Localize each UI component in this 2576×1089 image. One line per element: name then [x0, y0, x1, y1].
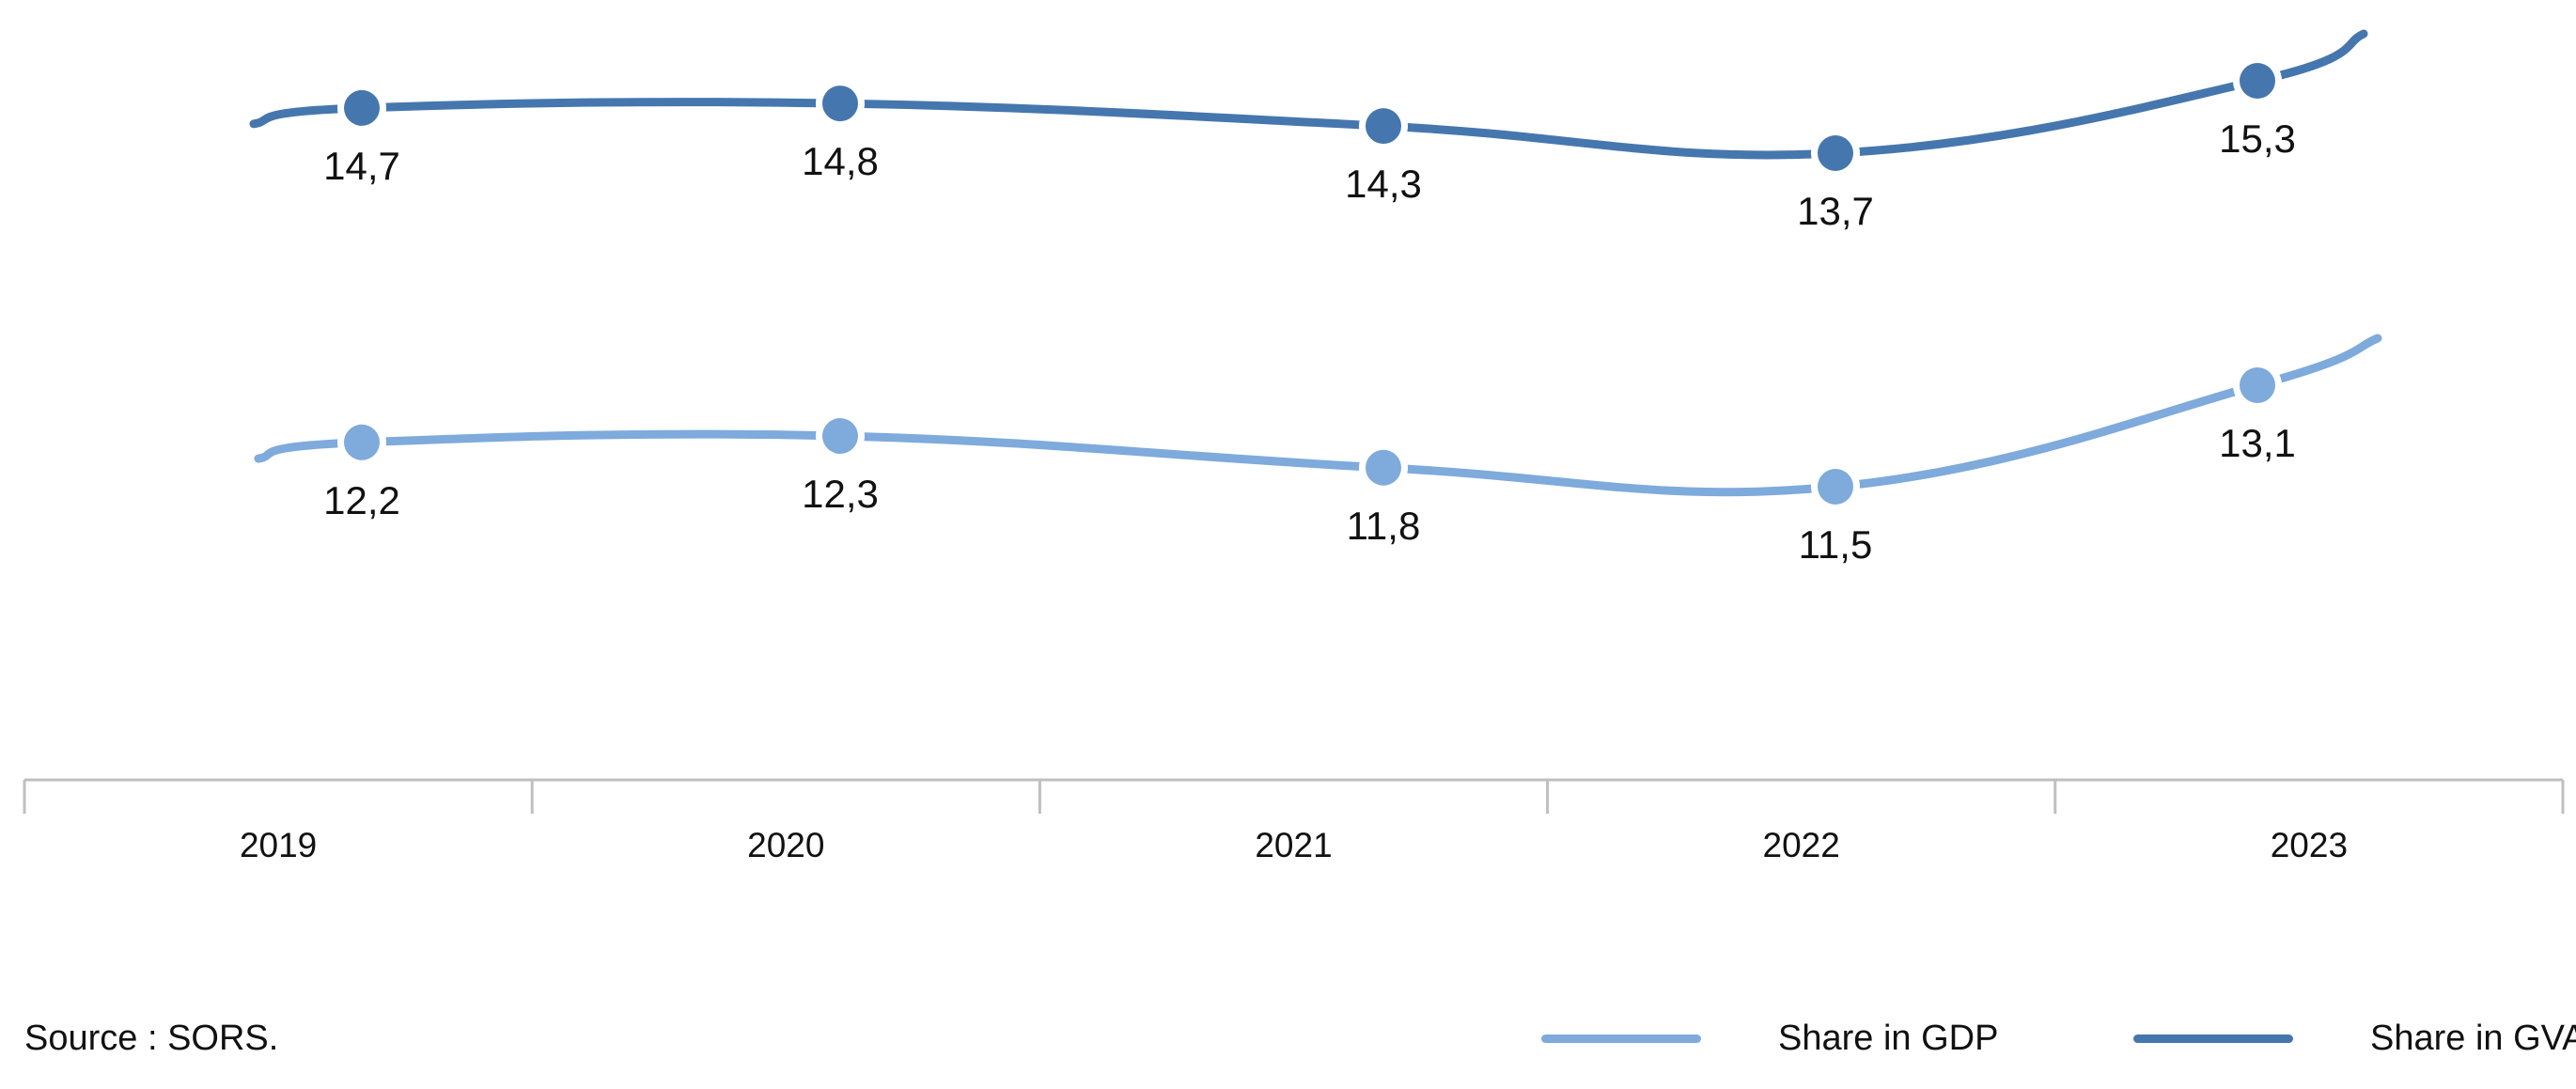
data-label-gdp-2022: 11,5 — [1799, 522, 1873, 567]
x-tick-label-2021: 2021 — [1255, 826, 1332, 864]
data-label-gva-2023: 15,3 — [2219, 117, 2296, 161]
data-point-gdp-2019 — [344, 424, 380, 460]
data-point-gva-2020 — [822, 86, 858, 122]
series-layer: 12,2 12,3 11,8 11,5 13,1 14,7 14,8 14,3 13,7 15,3 — [249, 29, 2382, 567]
legend-swatch-gva — [2133, 1034, 2293, 1043]
data-label-gdp-2019: 12,2 — [323, 478, 400, 522]
x-axis: 2019 2020 2021 2022 2023 — [23, 778, 2565, 864]
data-point-gdp-2021 — [1366, 449, 1401, 486]
data-point-gva-2022 — [1818, 135, 1853, 171]
legend-item-gva: Share in GVA — [2133, 1017, 2576, 1060]
source-note: Source : SORS. — [24, 1019, 279, 1058]
data-point-gdp-2020 — [822, 418, 858, 454]
legend-label-gdp: Share in GDP — [1778, 1019, 1999, 1058]
data-label-gdp-2021: 11,8 — [1347, 504, 1421, 548]
series-line-gdp — [254, 334, 2382, 497]
data-label-gva-2022: 13,7 — [1797, 189, 1874, 233]
legend-label-gva: Share in GVA — [2370, 1019, 2576, 1058]
x-tick-label-2023: 2023 — [2271, 826, 2348, 864]
series-line-gva — [249, 29, 2368, 160]
data-point-gdp-2022 — [1818, 469, 1853, 505]
data-point-gva-2021 — [1366, 108, 1401, 145]
x-tick-label-2022: 2022 — [1763, 826, 1840, 864]
data-label-gdp-2020: 12,3 — [802, 472, 879, 516]
x-tick-label-2020: 2020 — [747, 826, 824, 864]
data-label-gva-2020: 14,8 — [802, 139, 879, 183]
legend-swatch-gdp — [1541, 1034, 1701, 1043]
data-label-gva-2019: 14,7 — [323, 144, 400, 188]
data-point-gva-2019 — [344, 89, 380, 126]
data-label-gva-2021: 14,3 — [1345, 162, 1422, 206]
legend-item-gdp: Share in GDP — [1541, 1017, 1998, 1060]
x-tick-label-2019: 2019 — [240, 826, 317, 864]
data-point-gdp-2023 — [2240, 367, 2275, 403]
data-label-gdp-2023: 13,1 — [2219, 421, 2296, 465]
data-point-gva-2023 — [2240, 63, 2275, 99]
